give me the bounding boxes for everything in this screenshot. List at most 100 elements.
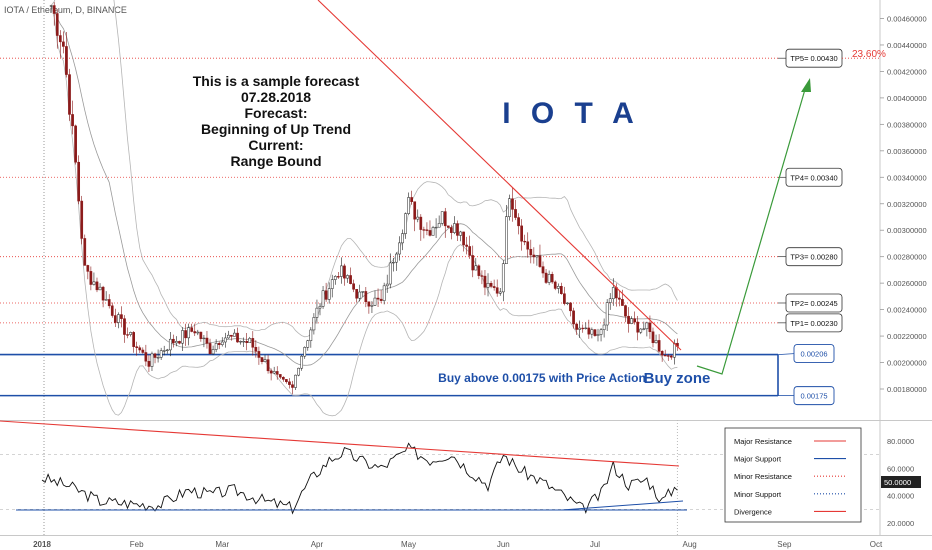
candle-body	[358, 291, 362, 299]
legend-label: Major Resistance	[734, 437, 792, 446]
target-label: TP5= 0.00430	[790, 54, 837, 63]
forecast-line-2: 07.28.2018	[241, 89, 311, 105]
candle-body	[541, 266, 545, 274]
candle-body	[428, 230, 432, 236]
candle-body	[596, 334, 600, 336]
candle-body	[55, 13, 59, 36]
rsi-current-value: 50.0000	[884, 478, 911, 487]
candle-body	[627, 315, 630, 324]
candle-body	[349, 275, 352, 284]
candle-body	[309, 329, 313, 341]
zone-caption: Buy above 0.00175 with Price Action	[438, 371, 646, 385]
candle-body	[144, 352, 148, 362]
candle-body	[172, 338, 175, 344]
candle-body	[559, 286, 563, 294]
major-resistance-trendline	[317, 0, 682, 351]
candle-body	[517, 217, 520, 227]
forecast-line-3: Forecast:	[244, 105, 307, 121]
price-tick-label: 0.00300000	[887, 226, 927, 235]
candle-body	[425, 229, 429, 231]
candle-body	[52, 5, 56, 14]
rsi-tick-label: 60.0000	[887, 464, 914, 473]
candle-body	[520, 225, 523, 242]
candle-body	[257, 351, 261, 358]
time-tick-label: Apr	[311, 540, 324, 549]
candle-body	[547, 274, 551, 283]
target-label-box	[785, 247, 843, 267]
candle-body	[294, 374, 297, 388]
forecast-line-5: Current:	[248, 137, 303, 153]
candle-body	[165, 349, 169, 351]
candle-body	[456, 223, 459, 236]
time-tick-label: Jun	[497, 540, 510, 549]
candle-body	[633, 318, 637, 323]
legend-label: Divergence	[734, 507, 772, 516]
candle-body	[147, 360, 151, 367]
candle-body	[306, 340, 310, 348]
candle-body	[227, 334, 230, 339]
candle-body	[205, 337, 209, 344]
target-label: TP2= 0.00245	[790, 299, 837, 308]
candle-body	[401, 233, 404, 244]
candle-body	[190, 327, 194, 332]
rsi-tick-label: 80.0000	[887, 437, 914, 446]
candle-body	[446, 225, 450, 228]
time-tick-label: Jul	[590, 540, 600, 549]
candle-body	[159, 350, 163, 358]
candle-body	[330, 279, 334, 289]
candle-body	[385, 283, 389, 287]
candle-body	[382, 285, 386, 301]
target-label-box	[785, 313, 843, 333]
rsi-line	[41, 442, 678, 515]
candle-body	[657, 340, 661, 352]
candle-body	[391, 261, 395, 264]
candle-body	[556, 286, 560, 289]
price-tick-label: 0.00260000	[887, 279, 927, 288]
candle-body	[104, 299, 108, 301]
candle-body	[333, 276, 337, 280]
candle-body	[291, 384, 294, 388]
candle-body	[346, 275, 349, 279]
candle-body	[599, 329, 603, 335]
candle-body	[413, 201, 417, 220]
price-pane[interactable]	[0, 0, 880, 420]
candle-body	[68, 74, 71, 115]
price-tick-label: 0.00440000	[887, 41, 927, 50]
candle-body	[217, 343, 221, 345]
candle-body	[569, 302, 572, 312]
candle-body	[553, 281, 557, 289]
candle-body	[590, 329, 594, 335]
price-tick-label: 0.00340000	[887, 173, 927, 182]
candle-body	[563, 293, 566, 304]
candle-body	[663, 354, 667, 357]
candle-body	[153, 353, 157, 358]
time-tick-label: 2018	[33, 540, 51, 549]
candle-body	[666, 355, 670, 357]
candle-body	[450, 227, 453, 233]
rsi-divergence-line	[0, 420, 680, 467]
forecast-line-4: Beginning of Up Trend	[201, 121, 351, 137]
candle-body	[523, 240, 527, 243]
candle-body	[110, 305, 114, 316]
time-tick-label: Sep	[777, 540, 792, 549]
candle-body	[71, 114, 74, 127]
candle-body	[275, 371, 279, 375]
candle-body	[312, 317, 316, 331]
candle-body	[281, 376, 285, 380]
candle-body	[266, 359, 270, 372]
candle-body	[135, 346, 139, 348]
candle-body	[492, 286, 496, 288]
candle-body	[83, 238, 87, 266]
candle-body	[511, 198, 514, 210]
candle-body	[474, 265, 478, 271]
candle-body	[98, 286, 102, 291]
candle-body	[483, 275, 487, 288]
candle-body	[398, 242, 401, 255]
time-tick-label: Aug	[683, 540, 697, 549]
candle-body	[120, 314, 123, 319]
candle-body	[593, 329, 597, 336]
trendlines	[317, 0, 811, 375]
forecast-arrow	[696, 85, 807, 375]
candle-body	[434, 226, 438, 229]
